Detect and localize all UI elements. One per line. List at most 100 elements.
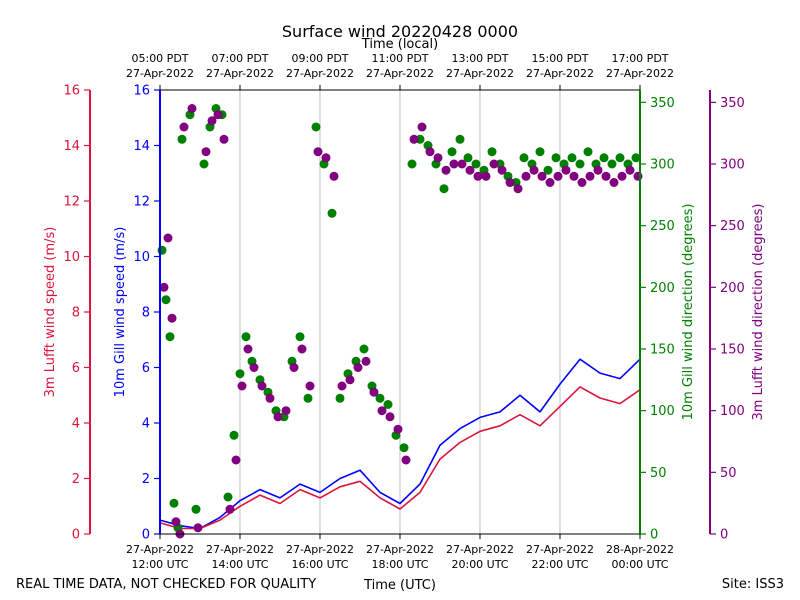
x-tick-label: 27-Apr-2022 xyxy=(366,543,434,556)
top-tick-label: 27-Apr-2022 xyxy=(206,67,274,80)
data-point xyxy=(327,208,337,218)
x-tick-label: 27-Apr-2022 xyxy=(206,543,274,556)
data-point xyxy=(313,147,323,157)
data-point xyxy=(321,153,331,163)
data-point xyxy=(567,153,577,163)
y-tick-label: 50 xyxy=(650,466,667,481)
y-tick-label: 150 xyxy=(650,343,675,358)
y-tick-label: 0 xyxy=(142,528,150,543)
data-point xyxy=(337,381,347,391)
local-time-axis: 05:00 PDT 27-Apr-2022 07:00 PDT 27-Apr-2022… xyxy=(126,52,674,90)
y-tick-label: 6 xyxy=(72,361,80,376)
data-point xyxy=(385,412,395,422)
direction-series xyxy=(157,104,643,539)
data-point xyxy=(401,455,411,465)
data-point xyxy=(575,159,585,169)
data-point xyxy=(369,387,379,397)
y-tick-label: 300 xyxy=(650,158,675,173)
data-point xyxy=(191,504,201,514)
x-tick-label: 28-Apr-2022 xyxy=(606,543,674,556)
data-point xyxy=(169,498,179,508)
data-point xyxy=(497,165,507,175)
site-label: Site: ISS3 xyxy=(722,577,784,592)
data-point xyxy=(179,122,189,132)
data-point xyxy=(489,159,499,169)
y-tick-label: 250 xyxy=(650,219,675,234)
data-point xyxy=(465,165,475,175)
y-tick-label: 12 xyxy=(133,195,150,210)
y-tick-label: 50 xyxy=(720,466,737,481)
y-tick-label: 14 xyxy=(133,139,150,154)
data-point xyxy=(257,381,267,391)
data-point xyxy=(519,153,529,163)
data-point xyxy=(481,171,491,181)
data-point xyxy=(513,184,523,194)
y-tick-label: 8 xyxy=(142,306,150,321)
data-point xyxy=(447,147,457,157)
top-tick-label: 27-Apr-2022 xyxy=(286,67,354,80)
data-point xyxy=(487,147,497,157)
top-tick-label: 09:00 PDT xyxy=(291,52,348,65)
data-point xyxy=(243,344,253,354)
data-point xyxy=(553,171,563,181)
top-tick-label: 11:00 PDT xyxy=(371,52,428,65)
data-point xyxy=(213,110,223,120)
data-point xyxy=(607,159,617,169)
top-tick-label: 27-Apr-2022 xyxy=(526,67,594,80)
data-point xyxy=(329,171,339,181)
y-tick-label: 4 xyxy=(142,417,150,432)
data-point xyxy=(463,153,473,163)
y-tick-label: 4 xyxy=(72,417,80,432)
lufft-direction-axis: 0 50 100 150 200 250 300 350 xyxy=(709,90,745,543)
y-tick-label: 0 xyxy=(720,528,728,543)
y-tick-label: 12 xyxy=(63,195,80,210)
data-point xyxy=(543,165,553,175)
y-tick-label: 250 xyxy=(720,219,745,234)
x-tick-label: 20:00 UTC xyxy=(451,558,508,571)
x-tick-label: 22:00 UTC xyxy=(531,558,588,571)
data-point xyxy=(241,332,251,342)
x-tick-label: 00:00 UTC xyxy=(611,558,668,571)
data-point xyxy=(551,153,561,163)
x-tick-label: 14:00 UTC xyxy=(211,558,268,571)
data-point xyxy=(335,393,345,403)
data-point xyxy=(583,147,593,157)
data-point xyxy=(159,282,169,292)
data-point xyxy=(289,363,299,372)
data-point xyxy=(359,344,369,354)
y-tick-label: 200 xyxy=(720,281,745,296)
gill-direction-axis-label: 10m Gill wind direction (degrees) xyxy=(681,204,696,421)
series-line xyxy=(159,358,641,530)
data-point xyxy=(161,295,171,305)
y-tick-label: 8 xyxy=(72,306,80,321)
data-point xyxy=(521,171,531,181)
data-point xyxy=(297,344,307,354)
data-point xyxy=(377,406,387,416)
top-tick-label: 15:00 PDT xyxy=(531,52,588,65)
x-tick-label: 27-Apr-2022 xyxy=(286,543,354,556)
data-point xyxy=(207,116,217,126)
data-point xyxy=(585,171,595,181)
data-point xyxy=(417,122,427,132)
data-point xyxy=(345,375,355,385)
data-point xyxy=(219,134,229,144)
data-point xyxy=(249,363,259,372)
data-point xyxy=(439,184,449,194)
data-point xyxy=(201,147,211,157)
y-tick-label: 300 xyxy=(720,158,745,173)
data-point xyxy=(303,393,313,403)
data-point xyxy=(433,153,443,163)
data-point xyxy=(545,178,555,187)
data-point xyxy=(561,165,571,175)
data-point xyxy=(449,159,459,169)
data-point xyxy=(601,171,611,181)
top-tick-label: 27-Apr-2022 xyxy=(606,67,674,80)
data-point xyxy=(273,412,283,422)
data-point xyxy=(163,233,173,243)
data-point xyxy=(569,171,579,181)
y-tick-label: 100 xyxy=(650,404,675,419)
data-point xyxy=(631,153,641,163)
y-tick-label: 100 xyxy=(720,404,745,419)
data-point xyxy=(609,178,619,187)
